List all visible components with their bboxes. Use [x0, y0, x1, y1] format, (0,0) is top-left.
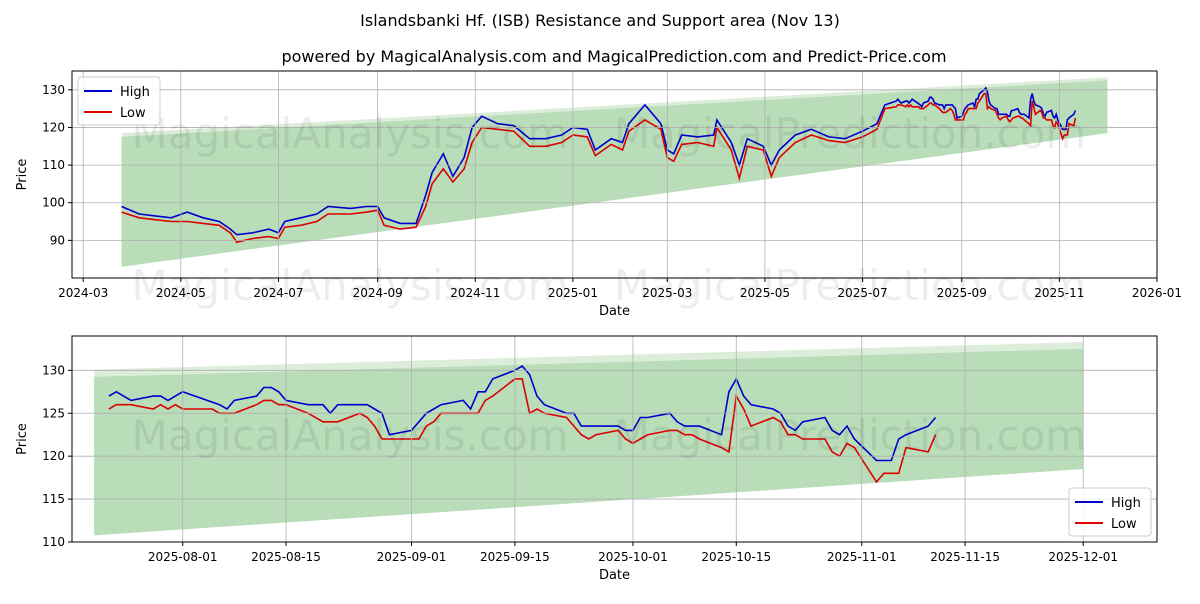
chart-panel-zoom: 2025-08-01 2025-08-15 2025-09-01 2025-09-15… — [15, 335, 1158, 583]
x-tick-label: 2025-07 — [837, 286, 887, 300]
chart-subtitle: powered by MagicalAnalysis.com and Magic… — [281, 47, 946, 66]
axes-frame — [71, 70, 1158, 279]
x-tick-label: 2024-07 — [253, 286, 303, 300]
legend-label: High — [120, 85, 150, 100]
high-line — [108, 364, 937, 462]
legend-label: Low — [120, 106, 146, 121]
x-axis-label: Date — [599, 568, 630, 583]
x-tick-label: 2025-08-15 — [251, 550, 321, 564]
y-tick-label: 100 — [42, 196, 65, 210]
watermark: MagicalAnalysis.com — [132, 411, 569, 460]
x-tick-label: 2025-10-01 — [598, 550, 668, 564]
x-tick-label: 2025-03 — [642, 286, 692, 300]
x-tick-label: 2025-09-01 — [377, 550, 447, 564]
legend-label: Low — [1111, 517, 1137, 532]
y-axis-label: Price — [15, 159, 30, 191]
watermark: MagicalAnalysis.com — [132, 109, 569, 158]
y-tick-label: 130 — [42, 83, 65, 97]
watermark: MagicalPrediction.com — [614, 261, 1087, 310]
support-resistance-band — [121, 80, 1108, 267]
low-line — [108, 378, 937, 484]
x-tick-label: 2024-05 — [156, 286, 206, 300]
x-tick-label: 2025-09-15 — [480, 550, 550, 564]
y-tick-label: 120 — [42, 120, 65, 134]
legend: High Low — [1068, 487, 1152, 537]
x-tick-label: 2025-11 — [1034, 286, 1084, 300]
x-tick-label: 2024-03 — [58, 286, 108, 300]
x-tick-label: 2024-09 — [353, 286, 403, 300]
watermark: MagicalAnalysis.com — [132, 261, 569, 310]
y-tick-label: 130 — [42, 363, 65, 377]
x-tick-label: 2025-10-15 — [701, 550, 771, 564]
x-tick-label: 2025-05 — [740, 286, 790, 300]
watermark: MagicalPrediction.com — [614, 109, 1087, 158]
chart-title: Islandsbanki Hf. (ISB) Resistance and Su… — [360, 11, 840, 30]
x-tick-label: 2024-11 — [450, 286, 500, 300]
x-tick-label: 2026-01 — [1132, 286, 1182, 300]
chart-panel-full: 2024-03 2024-05 2024-07 2024-09 2024-11 2025-… — [15, 70, 1182, 319]
y-tick-label: 110 — [42, 535, 65, 549]
y-tick-label: 120 — [42, 449, 65, 463]
x-tick-label: 2025-01 — [548, 286, 598, 300]
y-axis-label: Price — [15, 423, 30, 455]
legend: High Low — [77, 76, 161, 126]
high-line — [121, 86, 1077, 236]
low-line — [121, 92, 1077, 244]
y-tick-label: 125 — [42, 406, 65, 420]
axes-frame — [71, 335, 1158, 543]
x-tick-label: 2025-11-15 — [930, 550, 1000, 564]
plot-area — [121, 77, 1108, 267]
x-axis-label: Date — [599, 304, 630, 319]
support-resistance-band — [94, 348, 1084, 536]
y-tick-label: 115 — [42, 492, 65, 506]
legend-label: High — [1111, 496, 1141, 511]
x-tick-label: 2025-08-01 — [148, 550, 218, 564]
x-tick-label: 2025-12-01 — [1048, 550, 1118, 564]
x-tick-label: 2025-09 — [937, 286, 987, 300]
x-tick-label: 2025-11-01 — [827, 550, 897, 564]
watermark: MagicalPrediction.com — [614, 411, 1087, 460]
y-tick-label: 90 — [50, 233, 65, 247]
plot-area — [94, 342, 1084, 536]
y-tick-label: 110 — [42, 158, 65, 172]
